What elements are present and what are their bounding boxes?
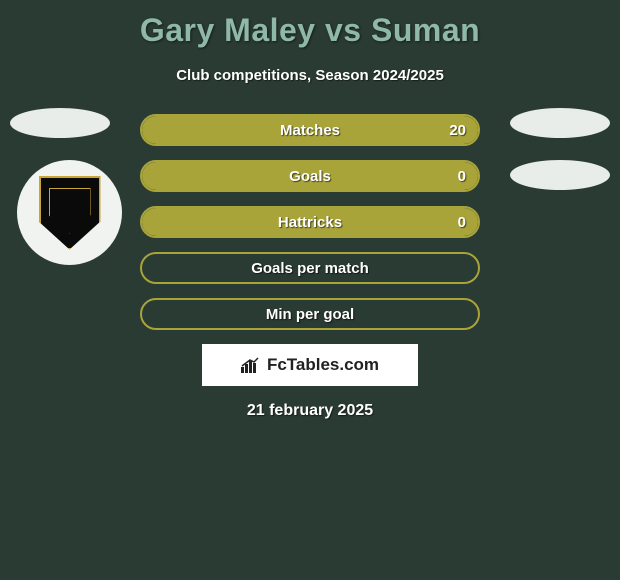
subtitle: Club competitions, Season 2024/2025 bbox=[0, 67, 620, 84]
page-title: Gary Maley vs Suman bbox=[0, 0, 620, 49]
stat-bar-row: Min per goal bbox=[140, 298, 480, 330]
stat-bar-label: Matches bbox=[142, 116, 478, 144]
stat-bar-row: Hattricks0 bbox=[140, 206, 480, 238]
stat-bar-value: 0 bbox=[458, 208, 466, 236]
stat-bar-row: Goals per match bbox=[140, 252, 480, 284]
stat-bar-value: 20 bbox=[449, 116, 466, 144]
stat-bar-label: Hattricks bbox=[142, 208, 478, 236]
stat-bar-label: Goals bbox=[142, 162, 478, 190]
stat-bar-row: Goals0 bbox=[140, 160, 480, 192]
stat-bar-value: 0 bbox=[458, 162, 466, 190]
date-label: 21 february 2025 bbox=[0, 402, 620, 420]
player-right-silhouette bbox=[510, 108, 610, 138]
player-left-silhouette bbox=[10, 108, 110, 138]
chart-icon bbox=[241, 357, 261, 373]
stat-bar-row: Matches20 bbox=[140, 114, 480, 146]
comparison-area: Matches20Goals0Hattricks0Goals per match… bbox=[0, 114, 620, 420]
branding-text: FcTables.com bbox=[267, 355, 379, 375]
branding-box[interactable]: FcTables.com bbox=[202, 344, 418, 386]
shield-icon bbox=[39, 176, 101, 250]
player-right-silhouette-2 bbox=[510, 160, 610, 190]
stat-bar-label: Goals per match bbox=[142, 254, 478, 282]
stat-bars: Matches20Goals0Hattricks0Goals per match… bbox=[140, 114, 480, 330]
stat-bar-label: Min per goal bbox=[142, 300, 478, 328]
club-badge-left bbox=[17, 160, 122, 265]
